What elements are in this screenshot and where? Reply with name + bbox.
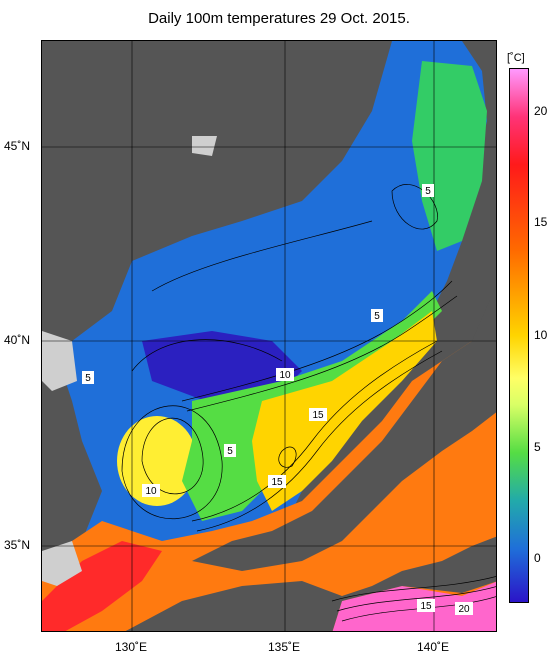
isotherm [336, 586, 496, 612]
colorbar-tick: 15 [534, 215, 548, 229]
lat-label-45n: 45˚N [4, 139, 31, 153]
contour-label-bg [371, 309, 383, 322]
contour-label: 5 [374, 311, 380, 322]
contour-label: 5 [227, 446, 233, 457]
isotherm [186, 295, 458, 412]
contour-label-bg [224, 444, 236, 457]
lon-label-130e: 130˚E [115, 640, 148, 654]
contour-label: 5 [425, 186, 431, 197]
contour-label: 10 [279, 370, 291, 381]
lat-label-40n: 40˚N [4, 333, 31, 347]
map-title: Daily 100m temperatures 29 Oct. 2015. [148, 10, 410, 27]
isotherm [391, 184, 438, 230]
contour-label: 20 [458, 604, 470, 615]
north-warm-zone [412, 61, 487, 251]
contour-label: 15 [312, 410, 324, 421]
isotherm [181, 280, 453, 402]
warm-eddy-west [117, 416, 197, 506]
isotherm [196, 350, 443, 532]
contour-label: 15 [271, 477, 283, 488]
colorbar-tick: 5 [534, 440, 541, 454]
colorbar-tick: 20 [534, 104, 548, 118]
warm-zone-central [252, 311, 437, 511]
nodata-patch [42, 541, 82, 586]
lat-label-35n: 35˚N [4, 538, 31, 552]
colorbar [509, 68, 529, 603]
contour-label-bg [82, 371, 94, 384]
isotherm [278, 446, 297, 468]
temperature-map: 5 5 5 10 15 5 10 15 15 20 [42, 41, 496, 631]
isotherm-lines [121, 184, 496, 622]
isotherm [141, 417, 204, 495]
isotherm [121, 405, 223, 519]
contour-label-bg [455, 602, 473, 615]
colorbar-tick: 0 [534, 551, 541, 565]
nodata-patch [192, 136, 217, 156]
southern-japan-land [125, 536, 496, 631]
isotherm [191, 340, 438, 522]
contour-label-bg [276, 368, 294, 381]
lon-label-140e: 140˚E [417, 640, 450, 654]
contour-label-bg [309, 408, 327, 421]
lat-lon-grid [42, 41, 496, 631]
contour-label-bg [142, 484, 160, 497]
isotherm [151, 220, 373, 292]
contour-label: 15 [420, 601, 432, 612]
contour-label-bg [422, 184, 434, 197]
honshu-land [192, 285, 496, 571]
contour-label: 5 [85, 373, 91, 384]
nodata-patch [42, 331, 77, 391]
isotherm [131, 339, 283, 372]
lon-label-135e: 135˚E [268, 640, 301, 654]
isotherm [331, 576, 496, 602]
colorbar-unit: [˚C] [507, 52, 525, 64]
colorbar-tick: 10 [534, 328, 548, 342]
contour-label-bg [417, 599, 435, 612]
map-frame: 5 5 5 10 15 5 10 15 15 20 [41, 40, 497, 632]
contour-label-bg [268, 475, 286, 488]
pacific-warm [332, 581, 496, 631]
contour-label: 10 [145, 486, 157, 497]
contour-labels: 5 5 5 10 15 5 10 15 15 20 [82, 184, 473, 615]
